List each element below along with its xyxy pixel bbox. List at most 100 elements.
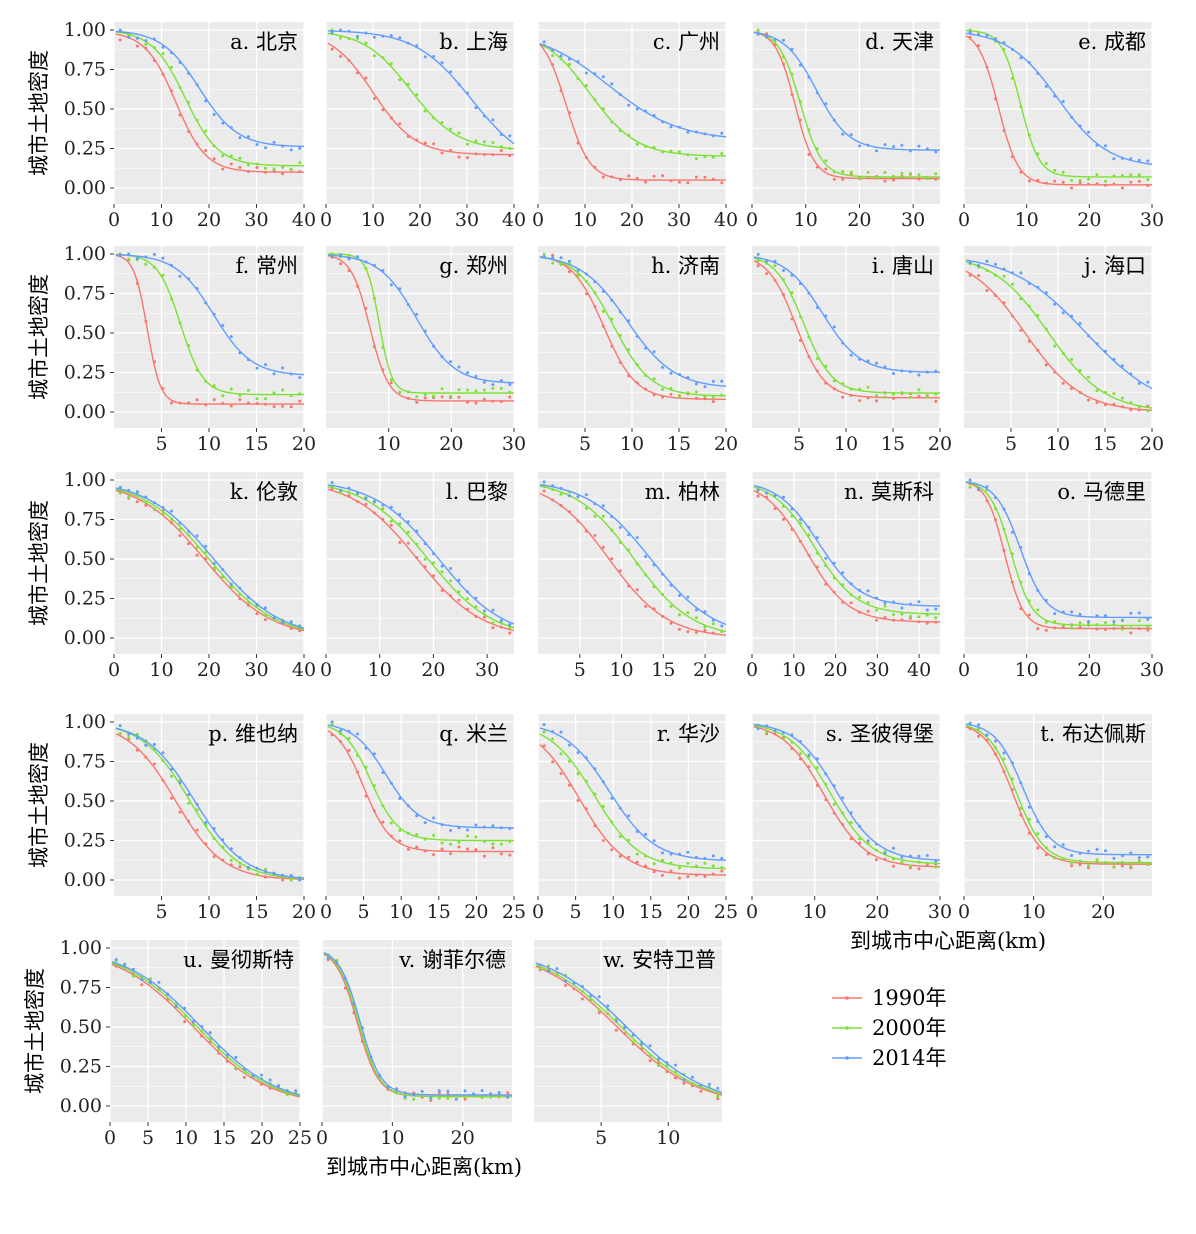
data-point <box>406 303 410 307</box>
series-line <box>965 481 1152 630</box>
data-point <box>678 150 681 154</box>
data-point <box>1112 622 1116 626</box>
data-point <box>398 829 402 832</box>
data-point <box>221 401 225 405</box>
data-point <box>892 372 895 375</box>
data-point <box>815 91 819 95</box>
series-line <box>111 961 301 1096</box>
data-point <box>474 389 478 393</box>
data-point <box>694 630 698 634</box>
data-point <box>381 269 385 272</box>
data-point <box>212 384 216 388</box>
data-point <box>892 846 895 850</box>
data-point <box>694 864 698 868</box>
data-point <box>457 590 461 594</box>
data-point <box>195 118 199 122</box>
data-point <box>669 621 673 625</box>
data-point <box>449 594 453 598</box>
data-point <box>883 857 887 861</box>
data-point <box>432 574 436 578</box>
data-point <box>798 282 802 286</box>
data-point <box>289 873 293 877</box>
data-point <box>618 310 622 314</box>
series-line <box>539 42 726 157</box>
data-point <box>773 264 777 268</box>
data-point <box>372 263 376 267</box>
data-point <box>508 395 512 399</box>
data-point <box>900 171 904 175</box>
data-point <box>568 743 571 747</box>
data-point <box>1036 832 1040 836</box>
data-point <box>551 261 555 265</box>
data-point <box>925 861 929 865</box>
data-point <box>564 979 567 983</box>
panel-title: b. 上海 <box>439 30 508 54</box>
data-point <box>652 377 656 381</box>
data-point <box>576 141 580 145</box>
data-point <box>584 493 588 497</box>
data-point <box>985 499 989 503</box>
data-point <box>330 31 334 35</box>
data-point <box>807 75 811 79</box>
data-point <box>1146 862 1150 866</box>
data-point <box>559 57 563 61</box>
data-point <box>635 830 639 833</box>
data-point <box>356 284 359 288</box>
data-point <box>551 63 555 67</box>
data-point <box>644 555 648 559</box>
x-tick-label: 20 <box>421 659 445 681</box>
data-point <box>152 742 156 746</box>
data-point <box>127 732 131 736</box>
data-point <box>589 994 593 998</box>
data-point <box>463 1094 467 1098</box>
data-point <box>703 610 707 614</box>
series-line <box>539 484 727 626</box>
panel-title: l. 巴黎 <box>446 480 508 504</box>
data-point <box>1010 777 1014 781</box>
data-point <box>661 593 664 596</box>
data-point <box>482 153 486 157</box>
y-tick-label: 0.50 <box>64 98 106 120</box>
data-point <box>601 545 605 549</box>
data-point <box>618 569 622 573</box>
data-point <box>386 1085 390 1089</box>
data-point <box>892 600 895 604</box>
data-point <box>225 1053 229 1057</box>
data-point <box>246 595 250 599</box>
data-point <box>170 517 173 521</box>
data-point <box>1002 507 1006 511</box>
data-point <box>440 61 444 65</box>
data-point <box>277 1084 281 1088</box>
data-point <box>389 116 393 120</box>
data-point <box>1112 627 1116 630</box>
data-point <box>229 582 233 586</box>
data-point <box>858 595 862 599</box>
data-point <box>644 346 648 350</box>
legend-label: 2000年 <box>872 1016 946 1040</box>
data-point <box>449 828 453 832</box>
data-point <box>934 859 938 863</box>
data-point <box>644 180 648 184</box>
data-point <box>555 972 559 976</box>
data-point <box>1137 611 1141 615</box>
data-point <box>1027 133 1031 137</box>
data-point <box>174 1004 178 1008</box>
data-point <box>1078 612 1082 616</box>
data-point <box>678 852 681 856</box>
data-point <box>482 114 486 118</box>
data-point <box>234 1066 238 1070</box>
data-point <box>372 809 376 813</box>
data-point <box>790 72 794 76</box>
data-point <box>255 166 259 169</box>
data-point <box>289 878 293 882</box>
data-point <box>157 980 161 984</box>
data-point <box>985 733 989 737</box>
data-point <box>187 529 191 533</box>
data-point <box>925 147 929 151</box>
data-point <box>178 86 182 90</box>
data-point <box>127 495 131 499</box>
data-point <box>1070 626 1074 630</box>
